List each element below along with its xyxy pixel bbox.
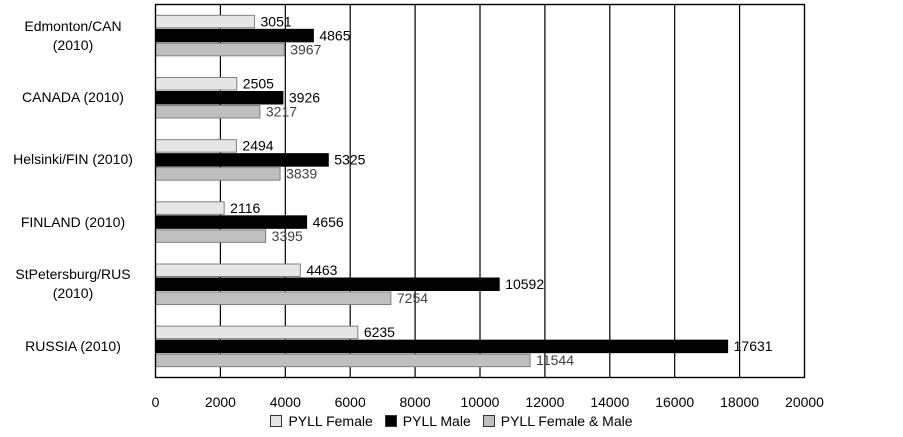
x-tick-label: 18000 bbox=[720, 394, 759, 410]
x-tick-label: 12000 bbox=[525, 394, 564, 410]
bar-pyll-female bbox=[155, 14, 256, 29]
bar-pyll-female-male bbox=[155, 291, 392, 305]
bar-value-label: 3926 bbox=[289, 90, 320, 106]
bar-pyll-female bbox=[155, 139, 237, 153]
x-tick-label: 8000 bbox=[400, 394, 431, 410]
bar-value-label: 11544 bbox=[536, 352, 574, 368]
category-label: FINLAND (2010) bbox=[0, 213, 146, 232]
x-tick-label: 16000 bbox=[655, 394, 694, 410]
bar-pyll-female bbox=[155, 263, 301, 277]
category-label: Helsinki/FIN (2010) bbox=[0, 150, 146, 169]
bar-value-label: 4865 bbox=[319, 27, 350, 43]
bar-pyll-male bbox=[155, 153, 329, 167]
bar-value-label: 3839 bbox=[286, 166, 317, 182]
plot-frame bbox=[154, 3, 806, 379]
bar-value-label: 17631 bbox=[734, 338, 773, 354]
category-label: StPetersburg/RUS (2010) bbox=[0, 265, 146, 303]
grid-lines bbox=[219, 4, 741, 378]
legend-item: PYLL Male bbox=[384, 413, 471, 429]
legend-item: PYLL Female bbox=[270, 413, 373, 429]
legend-swatch bbox=[384, 415, 397, 428]
bar-pyll-male bbox=[155, 215, 308, 229]
bar-pyll-female bbox=[155, 325, 359, 340]
x-tick-label: 10000 bbox=[461, 394, 500, 410]
bar-pyll-male bbox=[155, 339, 729, 354]
bar-pyll-female-male bbox=[155, 353, 531, 368]
bar-pyll-female-male bbox=[155, 105, 261, 119]
bar-pyll-female-male bbox=[155, 42, 285, 57]
legend-item: PYLL Female & Male bbox=[482, 413, 633, 429]
category-label: RUSSIA (2010) bbox=[0, 337, 146, 356]
bar-value-label: 5325 bbox=[334, 152, 365, 168]
x-tick-label: 6000 bbox=[335, 394, 366, 410]
x-tick-label: 4000 bbox=[270, 394, 301, 410]
bar-value-label: 10592 bbox=[505, 276, 544, 292]
bar-pyll-male bbox=[155, 91, 284, 105]
category-label-line: FINLAND (2010) bbox=[20, 213, 126, 230]
x-tick-label: 2000 bbox=[205, 394, 236, 410]
bar-pyll-male bbox=[155, 28, 314, 43]
x-axis-ticks: 0 2000 4000 6000 8000 10000 12000 14000 16000 180… bbox=[152, 394, 825, 410]
legend-swatch bbox=[270, 415, 283, 428]
bar-pyll-female bbox=[155, 77, 238, 91]
category-label-line: RUSSIA (2010) bbox=[25, 337, 121, 354]
category-label-line: StPetersburg/RUS bbox=[15, 266, 131, 283]
bar-value-label: 2505 bbox=[243, 76, 274, 92]
bar-pyll-female-male bbox=[155, 167, 281, 181]
legend-label: PYLL Male bbox=[402, 413, 471, 429]
bar-value-label: 4656 bbox=[313, 214, 344, 230]
legend: PYLL Female PYLL Male PYLL Female & Male bbox=[0, 413, 903, 429]
bar-pyll-female bbox=[155, 201, 225, 215]
bar-value-label: 2116 bbox=[230, 200, 260, 216]
bar-pyll-male bbox=[155, 277, 500, 291]
bar-value-label: 7254 bbox=[397, 290, 428, 306]
category-label-line: (2010) bbox=[52, 285, 94, 302]
category-label-line: (2010) bbox=[52, 36, 94, 53]
bar-value-label: 6235 bbox=[364, 324, 395, 340]
x-tick-label: 20000 bbox=[785, 394, 824, 410]
category-label: Edmonton/CAN (2010) bbox=[0, 17, 146, 55]
bar-value-label: 3395 bbox=[272, 228, 303, 244]
bar-value-label: 3217 bbox=[266, 104, 297, 120]
bar-value-label: 4463 bbox=[306, 262, 337, 278]
bar-value-label: 2494 bbox=[242, 138, 273, 154]
category-label: CANADA (2010) bbox=[0, 88, 146, 107]
bars bbox=[155, 14, 729, 368]
legend-swatch bbox=[482, 415, 495, 428]
category-label-line: CANADA (2010) bbox=[22, 89, 124, 106]
x-tick-label: 0 bbox=[152, 394, 160, 410]
category-label-line: Edmonton/CAN bbox=[24, 17, 122, 34]
x-tick-label: 14000 bbox=[590, 394, 629, 410]
category-label-line: Helsinki/FIN (2010) bbox=[13, 151, 133, 168]
bar-value-label: 3967 bbox=[290, 41, 321, 57]
legend-label: PYLL Female bbox=[288, 413, 373, 429]
bar-pyll-female-male bbox=[155, 229, 267, 243]
bar-value-label: 3051 bbox=[261, 13, 292, 29]
legend-label: PYLL Female & Male bbox=[500, 413, 633, 429]
